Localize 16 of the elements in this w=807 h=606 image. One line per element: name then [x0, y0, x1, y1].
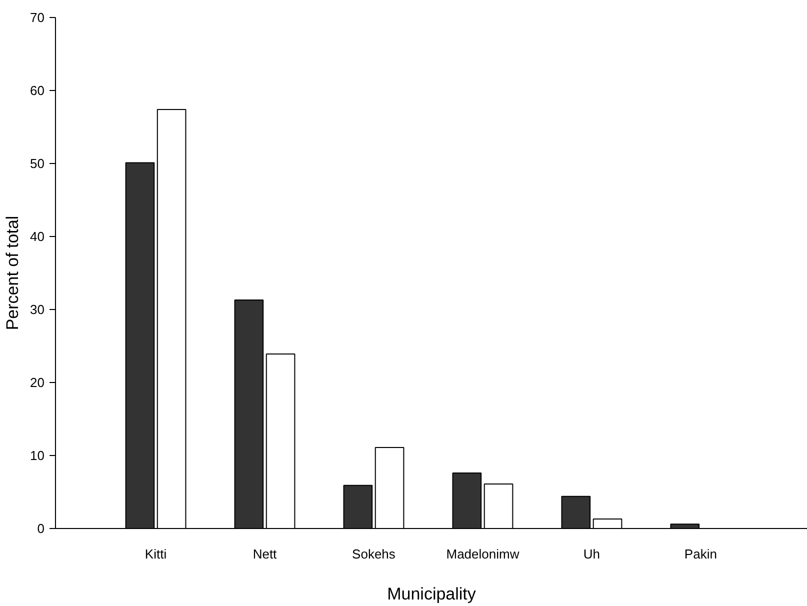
x-tick-label: Sokehs — [352, 546, 396, 562]
y-tick-label: 0 — [37, 521, 45, 536]
x-tick-label: Madelonimw — [446, 546, 520, 562]
y-tick-label: 70 — [30, 10, 45, 25]
y-tick-label: 20 — [30, 375, 45, 390]
y-tick-label: 30 — [30, 302, 45, 317]
x-tick-label: Uh — [583, 546, 600, 562]
y-tick-label: 50 — [30, 156, 45, 171]
x-tick-label: Kitti — [144, 546, 167, 562]
y-tick-label: 40 — [30, 229, 45, 244]
x-tick-label: Nett — [252, 546, 278, 562]
y-tick-label: 10 — [30, 448, 45, 463]
y-axis-title: Percent of total — [3, 216, 22, 330]
y-tick-label: 60 — [30, 83, 45, 98]
x-axis-title: Municipality — [387, 584, 476, 604]
x-tick-label: Pakin — [684, 546, 717, 562]
